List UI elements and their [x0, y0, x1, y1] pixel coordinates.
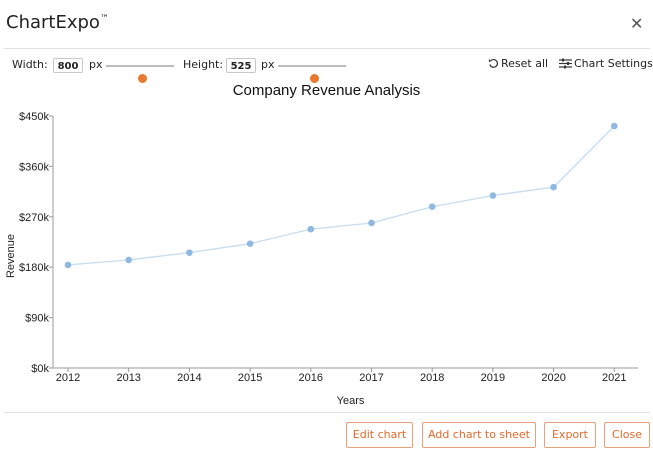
data-point: [186, 249, 193, 256]
x-tick-label: 2019: [481, 372, 505, 384]
data-point: [307, 225, 315, 233]
y-tick-label: $180k: [19, 262, 49, 274]
y-tick-label: $0k: [31, 363, 49, 375]
reset-all-button[interactable]: Reset all: [488, 57, 548, 70]
reset-icon: [488, 58, 498, 68]
width-slider[interactable]: [106, 65, 174, 83]
x-tick-label: 2018: [420, 372, 444, 384]
data-point: [64, 261, 72, 269]
height-unit: px: [261, 58, 275, 71]
export-button[interactable]: Export: [544, 422, 596, 448]
close-button[interactable]: Close: [604, 422, 650, 448]
series-line: [67, 125, 615, 266]
add-chart-to-sheet-button[interactable]: Add chart to sheet: [422, 422, 536, 448]
x-tick-label: 2013: [116, 372, 140, 384]
y-tick-label: $90k: [25, 313, 49, 325]
reset-all-label: Reset all: [501, 57, 549, 70]
y-tick-label: $450k: [19, 111, 49, 123]
chart-settings-label: Chart Settings: [574, 57, 653, 70]
edit-chart-button[interactable]: Edit chart: [346, 422, 413, 448]
data-point: [428, 203, 436, 211]
x-tick-label: 2016: [299, 372, 323, 384]
width-unit: px: [89, 58, 103, 71]
data-point: [489, 192, 497, 199]
x-tick-label: 2017: [359, 372, 383, 384]
width-slider-thumb[interactable]: [137, 74, 147, 83]
height-input[interactable]: 525: [226, 58, 256, 73]
header-divider: [4, 48, 650, 49]
x-tick-label: 2012: [56, 372, 80, 384]
height-slider-thumb[interactable]: [309, 74, 319, 83]
width-label: Width:: [12, 58, 48, 71]
chart-title: Company Revenue Analysis: [232, 82, 421, 99]
x-tick-label: 2020: [541, 372, 565, 384]
width-input[interactable]: 800: [53, 58, 83, 73]
x-tick-label: 2014: [177, 372, 201, 384]
x-tick-label: 2015: [238, 372, 262, 384]
close-icon[interactable]: ✕: [630, 14, 644, 33]
trademark-mark: ™: [99, 14, 109, 24]
app-name: ChartExpo: [6, 12, 100, 33]
height-label: Height:: [183, 58, 224, 71]
sliders-icon: [559, 58, 572, 69]
data-point: [368, 219, 375, 227]
data-point: [550, 183, 557, 191]
footer-divider: [4, 412, 650, 413]
app-title: ChartExpo™: [6, 12, 109, 33]
title-bar: ChartExpo™ ✕: [0, 0, 653, 48]
y-tick-label: $270k: [19, 212, 49, 224]
chart-settings-button[interactable]: Chart Settings: [559, 57, 653, 70]
x-tick-label: 2021: [602, 372, 626, 384]
revenue-line-chart: $0k $90k $180k $270k $360k $450k 2012 2013 2014 2…: [5, 111, 638, 407]
y-tick-label: $360k: [19, 161, 49, 173]
y-axis-title: Revenue: [5, 234, 17, 278]
data-point: [125, 256, 132, 264]
data-point: [611, 122, 618, 130]
x-axis-title: Years: [337, 395, 365, 407]
height-slider[interactable]: [278, 65, 346, 83]
size-toolbar: Width: 800 px Height: 525 px Reset all C…: [0, 52, 653, 83]
data-point: [246, 240, 254, 247]
